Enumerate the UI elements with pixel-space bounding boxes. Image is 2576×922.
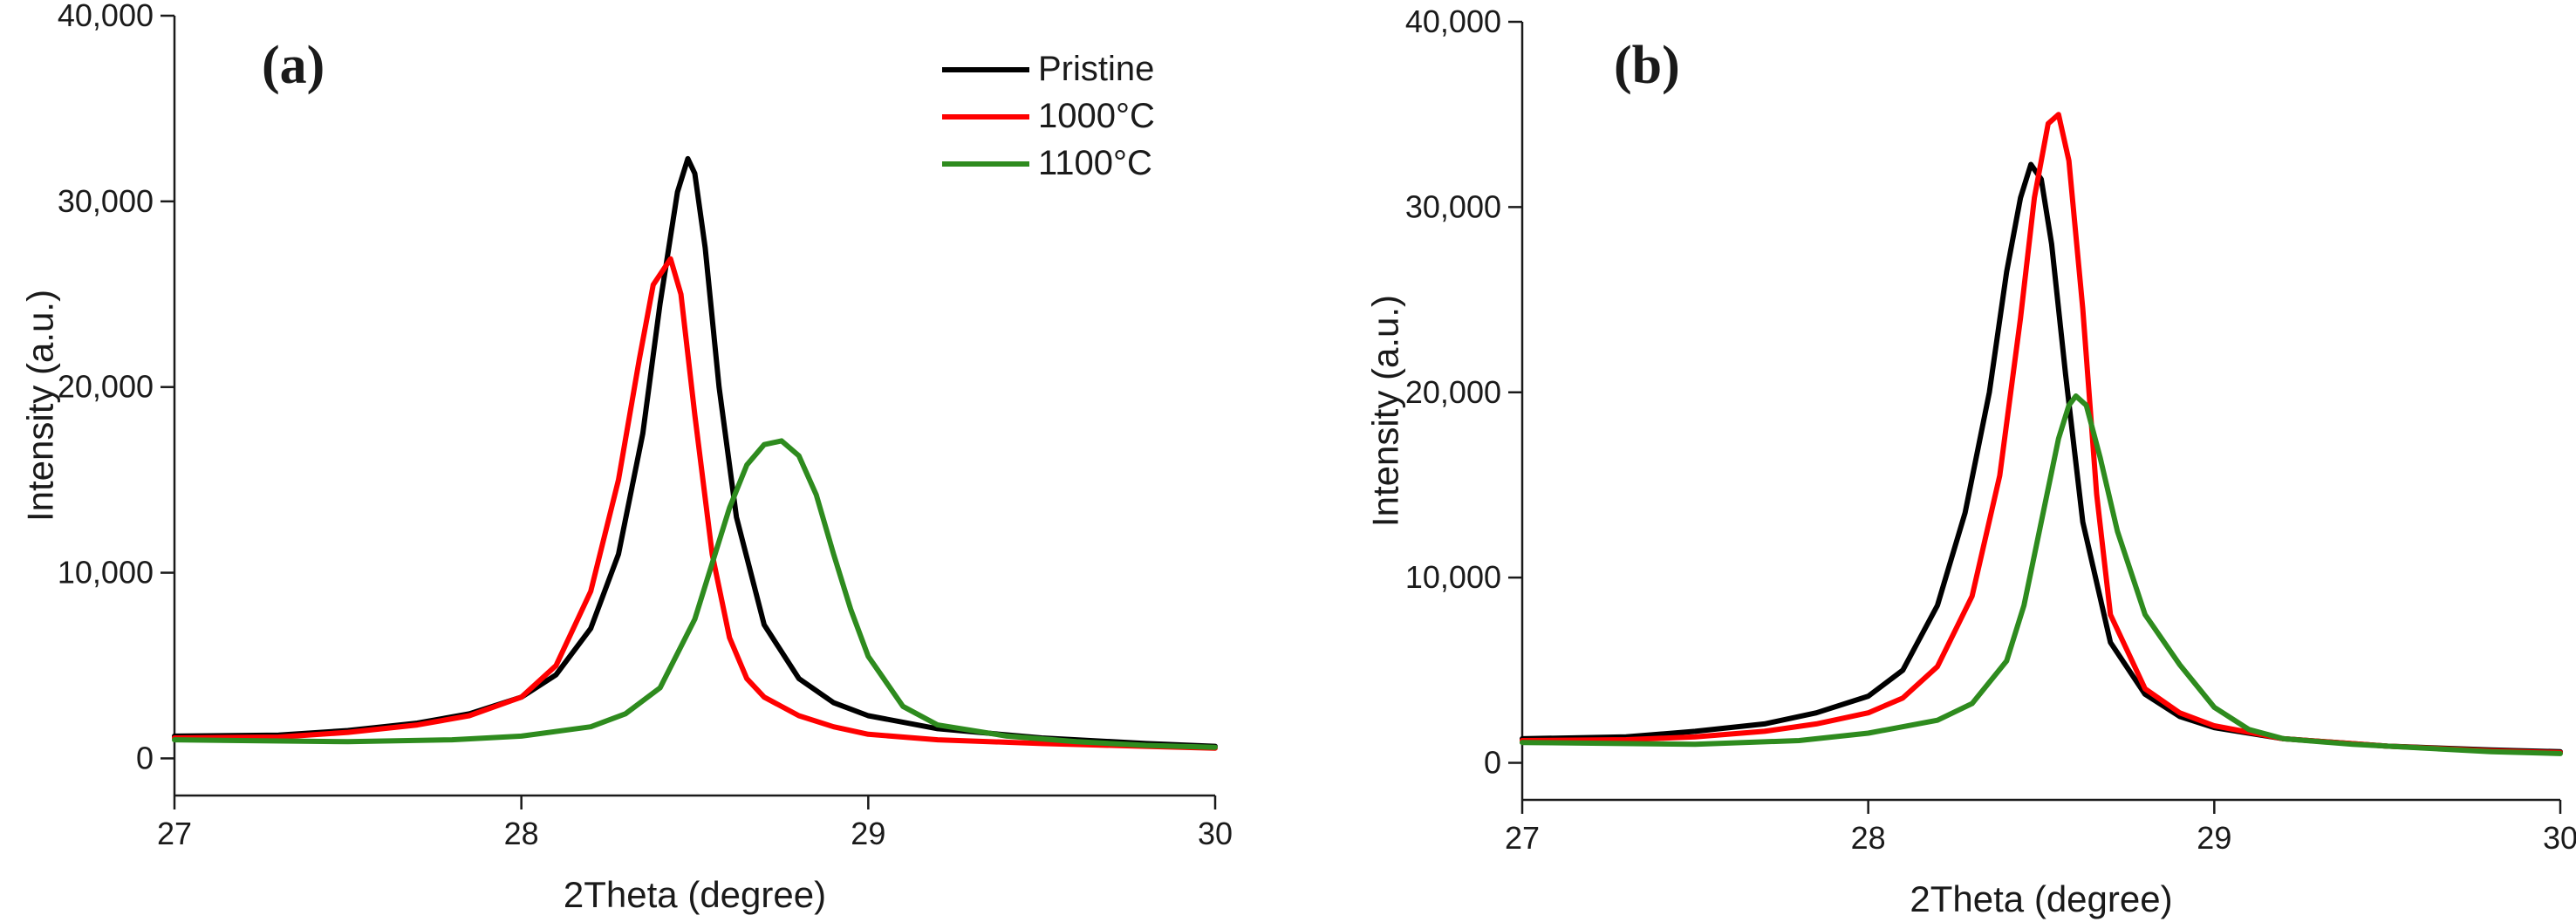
chart-panel-a: 0 10,000 20,000 30,000 40,000 27 28 29 30 2Theta … (19, 0, 1233, 915)
y-tick-label: 10,000 (58, 555, 154, 591)
y-tick-label: 0 (136, 740, 154, 775)
y-axis-label: Intensity (a.u.) (1364, 295, 1405, 527)
y-tick-label: 40,000 (58, 0, 154, 33)
series-line-3 (172, 438, 1218, 750)
y-axis-label: Intensity (a.u.) (19, 290, 60, 522)
legend-label: Pristine (1038, 50, 1154, 88)
series-line-1 (1520, 161, 2563, 755)
series-line-2 (172, 256, 1218, 751)
y-tick-label: 20,000 (1405, 374, 1501, 410)
x-tick-label: 29 (2197, 820, 2231, 856)
legend: Pristine 1000°C 1100°C (942, 50, 1155, 182)
y-tick-label: 30,000 (58, 183, 154, 219)
panel-label: (b) (1614, 36, 1680, 95)
y-tick-label: 10,000 (1405, 559, 1501, 595)
y-tick-label: 30,000 (1405, 188, 1501, 224)
y-tick-label: 40,000 (1405, 3, 1501, 39)
x-tick-label: 28 (504, 816, 539, 851)
x-tick-label: 29 (851, 816, 885, 851)
panel-label: (a) (262, 36, 325, 95)
y-tick-label: 20,000 (58, 369, 154, 405)
x-tick-label: 27 (1505, 820, 1540, 856)
x-tick-label: 28 (1851, 820, 1886, 856)
x-tick-label: 30 (2543, 820, 2576, 856)
x-axis-label: 2Theta (degree) (564, 874, 826, 915)
series-line-2 (1520, 112, 2563, 755)
series-line-1 (172, 155, 1218, 749)
x-axis-label: 2Theta (degree) (1910, 878, 2172, 919)
x-tick-label: 30 (1198, 816, 1233, 851)
series-line-3 (1520, 393, 2563, 756)
chart-panel-b: 0 10,000 20,000 30,000 40,000 27 28 29 30 2Theta … (1364, 3, 2576, 919)
legend-label: 1100°C (1038, 144, 1152, 182)
legend-label: 1000°C (1038, 97, 1155, 135)
x-tick-label: 27 (157, 816, 192, 851)
y-tick-label: 0 (1484, 745, 1501, 781)
